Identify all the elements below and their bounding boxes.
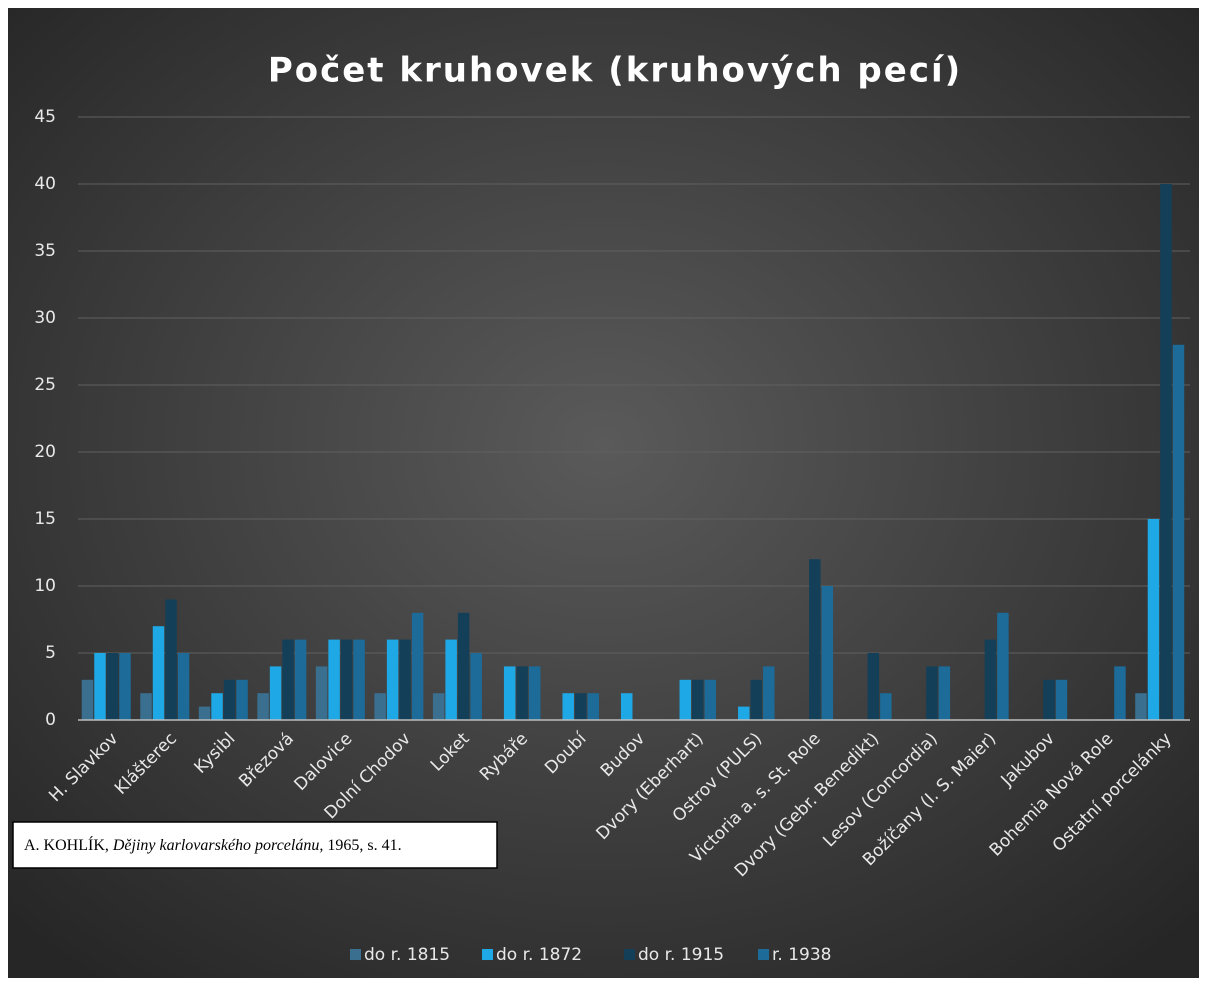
legend-label: do r. 1872 <box>496 945 582 965</box>
bar <box>177 653 190 720</box>
bar <box>1135 693 1147 720</box>
bar <box>257 693 269 720</box>
bar <box>81 679 94 720</box>
bar <box>399 639 411 720</box>
bar <box>165 599 177 720</box>
bar <box>119 653 131 720</box>
y-tick-label: 40 <box>34 174 56 194</box>
legend-label: do r. 1915 <box>638 945 724 965</box>
source-author: A. KOHLÍK, <box>24 835 109 854</box>
bar <box>223 679 236 720</box>
bar <box>587 693 599 720</box>
bar <box>1172 344 1185 720</box>
bar <box>503 666 516 720</box>
bar <box>528 666 541 720</box>
bar <box>867 653 880 720</box>
bar <box>750 679 763 720</box>
bar <box>809 559 821 720</box>
bar <box>340 639 353 720</box>
bar <box>1160 184 1172 720</box>
bar <box>938 666 951 720</box>
bar <box>94 653 106 720</box>
chart-background <box>8 8 1199 978</box>
bar <box>692 679 704 720</box>
bar <box>282 639 294 720</box>
bar <box>821 586 834 720</box>
bar <box>457 612 470 720</box>
bar <box>1043 679 1055 720</box>
legend-swatch <box>758 949 769 960</box>
bar <box>562 693 574 720</box>
bar <box>445 639 457 720</box>
bar <box>140 693 152 720</box>
bar <box>386 639 399 720</box>
bar <box>763 666 775 720</box>
bar <box>411 612 424 720</box>
source-box <box>12 821 498 869</box>
y-tick-label: 25 <box>34 375 56 395</box>
y-tick-label: 10 <box>34 576 56 596</box>
bar <box>315 666 328 720</box>
bar <box>516 666 528 720</box>
y-tick-label: 20 <box>34 442 56 462</box>
bar <box>198 706 211 720</box>
legend-label: do r. 1815 <box>364 945 450 965</box>
bar <box>328 639 340 720</box>
legend-swatch <box>482 949 493 960</box>
y-tick-label: 35 <box>34 241 56 261</box>
source-note: A. KOHLÍK, Dějiny karlovarského porcelán… <box>24 835 402 854</box>
bar <box>353 639 365 720</box>
bar <box>984 639 997 720</box>
chart-title: Počet kruhovek (kruhových pecí) <box>268 51 962 91</box>
bar <box>574 693 587 720</box>
bar <box>374 693 386 720</box>
y-tick-label: 30 <box>34 308 56 328</box>
bar <box>880 693 892 720</box>
bar <box>106 653 119 720</box>
source-details: 1965, s. 41. <box>327 837 401 854</box>
bar <box>269 666 282 720</box>
bar <box>1114 666 1126 720</box>
bar <box>620 693 633 720</box>
bar <box>1147 519 1160 720</box>
source-work: Dějiny karlovarského porcelánu, <box>112 837 323 854</box>
bar <box>152 626 165 720</box>
bar <box>738 706 750 720</box>
y-tick-label: 5 <box>45 643 56 663</box>
bar <box>1055 679 1068 720</box>
bar <box>679 679 692 720</box>
bar <box>704 679 717 720</box>
bar <box>294 639 307 720</box>
bar <box>997 612 1009 720</box>
bar <box>211 693 223 720</box>
y-tick-label: 0 <box>45 710 56 730</box>
legend-swatch <box>350 949 361 960</box>
bar <box>926 666 938 720</box>
bar <box>470 653 482 720</box>
bar <box>236 679 248 720</box>
y-tick-label: 45 <box>34 107 56 127</box>
legend-label: r. 1938 <box>772 945 832 965</box>
y-tick-label: 15 <box>34 509 56 529</box>
bar <box>432 693 445 720</box>
legend-swatch <box>624 949 635 960</box>
